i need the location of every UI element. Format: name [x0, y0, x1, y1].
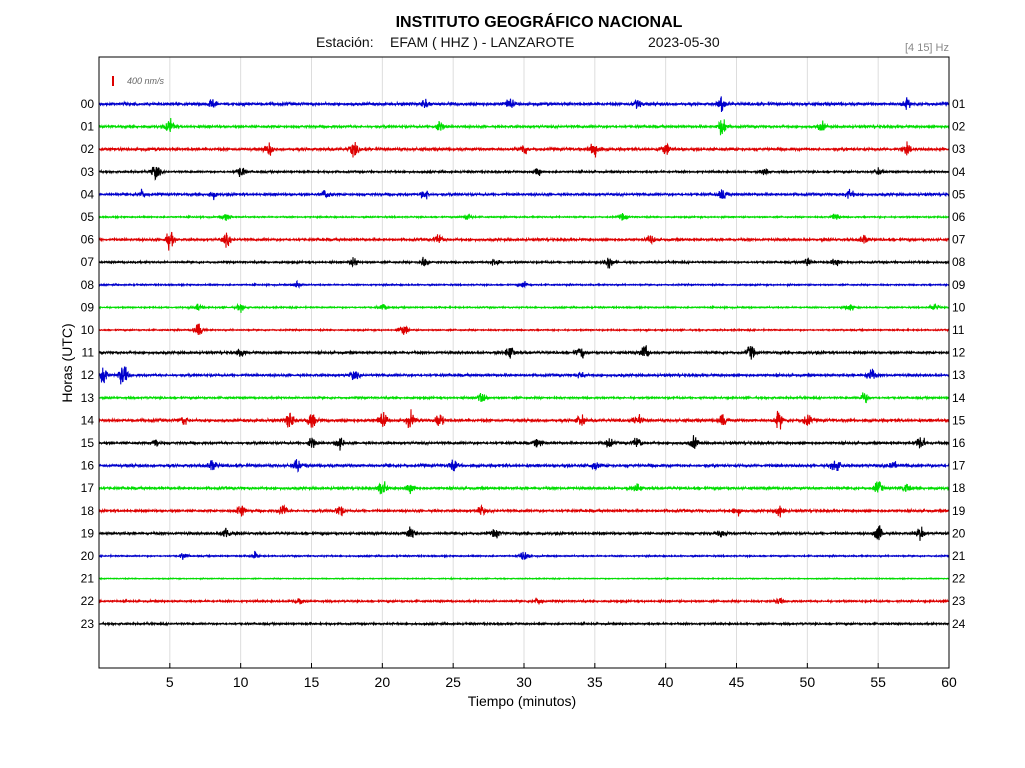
hour-label-right: 22 [952, 572, 966, 586]
station-name: EFAM ( HHZ ) - LANZAROTE [390, 34, 574, 50]
trace-hour-16 [98, 459, 950, 473]
x-tick-label: 40 [658, 674, 674, 690]
x-tick-label: 55 [870, 674, 886, 690]
hour-label-left: 02 [81, 142, 95, 156]
station-prefix: Estación: [316, 34, 374, 50]
trace-hour-12 [98, 366, 950, 385]
y-axis-title: Horas (UTC) [59, 323, 75, 402]
hour-label-right: 14 [952, 391, 966, 405]
hour-label-left: 12 [81, 368, 95, 382]
trace-hour-18 [98, 503, 950, 518]
hour-label-right: 13 [952, 368, 966, 382]
hour-label-left: 16 [81, 459, 95, 473]
hour-label-right: 02 [952, 120, 966, 134]
hour-label-left: 22 [81, 594, 95, 608]
hour-label-left: 09 [81, 300, 95, 314]
x-axis-title: Tiempo (minutos) [468, 693, 576, 709]
scale-label: 400 nm/s [127, 76, 165, 86]
trace-hour-04 [98, 188, 950, 201]
hour-label-left: 23 [81, 617, 95, 631]
trace-hour-00 [98, 96, 950, 112]
hour-label-right: 19 [952, 504, 966, 518]
hour-label-right: 12 [952, 346, 966, 360]
hour-label-left: 00 [81, 97, 95, 111]
trace-hour-23 [98, 620, 950, 627]
hour-label-right: 09 [952, 278, 966, 292]
hour-label-right: 17 [952, 459, 966, 473]
hour-label-left: 17 [81, 481, 95, 495]
x-tick-label: 45 [729, 674, 745, 690]
trace-hour-17 [98, 481, 950, 495]
hour-label-right: 11 [952, 323, 965, 337]
x-tick-label: 5 [166, 674, 174, 690]
x-tick-label: 20 [375, 674, 391, 690]
trace-hour-19 [98, 525, 950, 541]
trace-hour-01 [98, 117, 950, 136]
hour-label-right: 24 [952, 617, 966, 631]
hour-label-left: 20 [81, 549, 95, 563]
hour-label-left: 08 [81, 278, 95, 292]
trace-hour-22 [98, 597, 950, 605]
x-tick-label: 10 [233, 674, 249, 690]
hour-label-left: 15 [81, 436, 95, 450]
scale-bar [112, 76, 114, 86]
grid [169, 57, 879, 668]
hour-label-right: 03 [952, 142, 966, 156]
hour-label-left: 10 [81, 323, 95, 337]
trace-hour-05 [98, 213, 950, 221]
trace-hour-06 [98, 231, 950, 251]
filter-band: [4 15] Hz [905, 42, 949, 54]
hour-label-right: 16 [952, 436, 966, 450]
traces [98, 96, 950, 627]
hour-label-right: 08 [952, 255, 966, 269]
trace-hour-11 [98, 345, 950, 360]
hour-label-right: 01 [952, 97, 966, 111]
hour-labels-left: 00 01 02 03 04 05 06 07 08 09 10 11 12 13 14 15 16 17 18 19… [81, 97, 95, 631]
hour-label-left: 07 [81, 255, 95, 269]
trace-hour-03 [98, 166, 950, 181]
hour-label-left: 01 [81, 120, 95, 134]
x-tick-label: 25 [445, 674, 461, 690]
x-tick-label: 15 [304, 674, 320, 690]
x-tick-label: 50 [800, 674, 816, 690]
chart-title: INSTITUTO GEOGRÁFICO NACIONAL [396, 12, 683, 31]
trace-hour-21 [98, 576, 950, 581]
trace-hour-13 [98, 392, 950, 404]
hour-label-right: 18 [952, 481, 966, 495]
recording-date: 2023-05-30 [648, 34, 720, 50]
hour-label-right: 15 [952, 413, 966, 427]
hour-label-left: 18 [81, 504, 95, 518]
hour-label-right: 06 [952, 210, 966, 224]
x-tick-label: 35 [587, 674, 603, 690]
hour-label-left: 04 [81, 187, 95, 201]
hour-label-left: 19 [81, 526, 95, 540]
trace-hour-14 [98, 409, 950, 430]
hour-label-left: 21 [81, 572, 95, 586]
trace-hour-07 [98, 256, 950, 269]
trace-hour-20 [98, 550, 950, 560]
hour-label-right: 21 [952, 549, 966, 563]
x-tick-label: 30 [516, 674, 532, 690]
hour-label-left: 14 [81, 413, 95, 427]
hour-label-left: 13 [81, 391, 95, 405]
hour-label-left: 11 [82, 346, 95, 360]
hour-label-left: 05 [81, 210, 95, 224]
hour-label-right: 20 [952, 526, 966, 540]
hour-label-left: 03 [81, 165, 95, 179]
hour-label-right: 23 [952, 594, 966, 608]
hour-label-left: 06 [81, 233, 95, 247]
hour-labels-right: 01 02 03 04 05 06 07 08 09 10 11 12 13 14 15 16 17 18 19 20… [952, 97, 966, 631]
x-tick-label: 60 [941, 674, 957, 690]
trace-hour-02 [98, 141, 950, 158]
hour-label-right: 04 [952, 165, 966, 179]
trace-hour-08 [98, 279, 950, 289]
hour-label-right: 07 [952, 233, 966, 247]
x-axis-ticks: 5 10 15 20 25 30 35 40 45 50 55 60 [166, 663, 957, 690]
trace-hour-15 [98, 435, 950, 451]
hour-label-right: 10 [952, 300, 966, 314]
hour-label-right: 05 [952, 187, 966, 201]
trace-hour-10 [98, 323, 950, 335]
trace-hour-09 [98, 302, 950, 313]
